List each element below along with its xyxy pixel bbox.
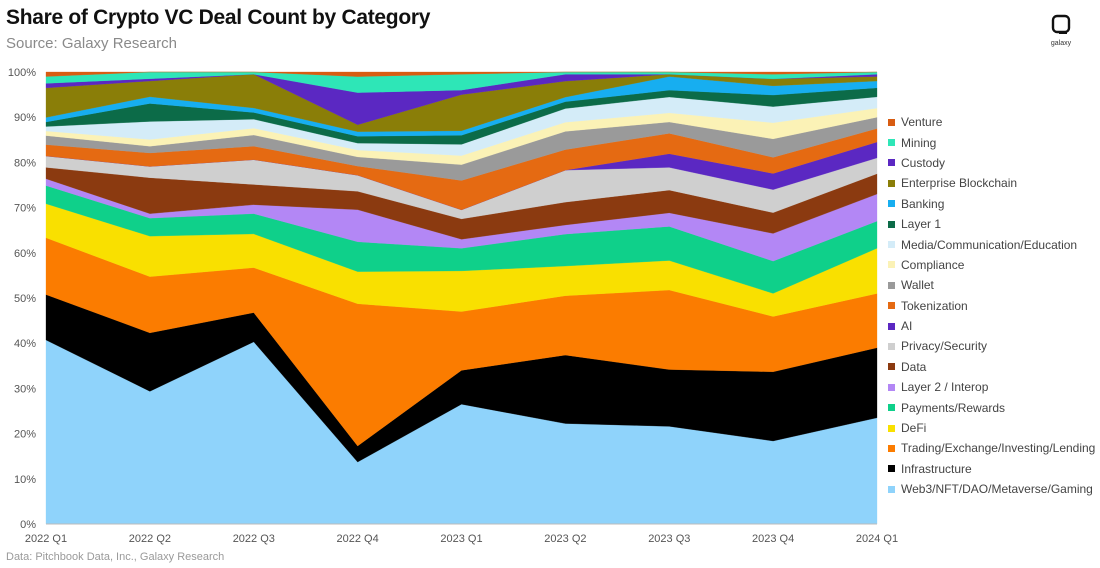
x-tick-label: 2023 Q4	[752, 533, 794, 545]
legend-swatch	[888, 383, 895, 391]
legend-label: Infrastructure	[901, 461, 972, 476]
y-tick-label: 0%	[20, 519, 36, 531]
legend-label: Privacy/Security	[901, 339, 988, 354]
y-tick-label: 20%	[14, 429, 36, 441]
legend-label: Layer 1	[901, 217, 942, 232]
legend-item-tokenization: Tokenization	[888, 296, 1095, 316]
legend-swatch	[888, 200, 895, 208]
legend-swatch	[888, 322, 895, 330]
legend-item-compliance: Compliance	[888, 255, 1095, 275]
legend-item-web3-nft-dao-metaverse-gaming: Web3/NFT/DAO/Metaverse/Gaming	[888, 479, 1095, 499]
legend-swatch	[888, 302, 895, 310]
legend-item-media-communication-education: Media/Communication/Education	[888, 234, 1095, 254]
y-tick-label: 30%	[14, 383, 36, 395]
legend-item-banking: Banking	[888, 194, 1095, 214]
legend-item-layer-2-interop: Layer 2 / Interop	[888, 377, 1095, 397]
legend-swatch	[888, 485, 895, 493]
axes: 0% 10% 20% 30% 40% 50% 60% 70% 80% 90% 100% 2022 Q1…	[8, 67, 898, 545]
legend-item-payments-rewards: Payments/Rewards	[888, 397, 1095, 417]
legend-label: Web3/NFT/DAO/Metaverse/Gaming	[901, 482, 1093, 497]
legend-swatch	[888, 363, 895, 371]
galaxy-logo: galaxy	[1046, 14, 1076, 47]
legend-item-data: Data	[888, 357, 1095, 377]
legend-label: Wallet	[901, 278, 934, 293]
y-tick-label: 70%	[14, 203, 36, 215]
legend-label: Media/Communication/Education	[901, 237, 1078, 252]
x-tick-label: 2022 Q1	[25, 533, 67, 545]
legend-item-infrastructure: Infrastructure	[888, 459, 1095, 479]
legend-label: Payments/Rewards	[901, 400, 1006, 415]
legend-label: AI	[901, 319, 913, 334]
y-tick-label: 60%	[14, 248, 36, 260]
x-tick-label: 2024 Q1	[856, 533, 898, 545]
y-tick-label: 100%	[8, 67, 36, 79]
legend-swatch	[888, 342, 895, 350]
legend-label: Layer 2 / Interop	[901, 380, 989, 395]
y-tick-label: 40%	[14, 338, 36, 350]
y-tick-label: 90%	[14, 112, 36, 124]
legend-item-privacy-security: Privacy/Security	[888, 336, 1095, 356]
chart-title: Share of Crypto VC Deal Count by Categor…	[6, 6, 431, 29]
legend-swatch	[888, 220, 895, 228]
y-tick-label: 10%	[14, 474, 36, 486]
legend-swatch	[888, 465, 895, 473]
legend-label: DeFi	[901, 421, 927, 436]
legend-swatch	[888, 241, 895, 249]
area-venture	[45, 71, 878, 77]
x-tick-label: 2023 Q3	[648, 533, 690, 545]
legend-label: Tokenization	[901, 298, 968, 313]
legend-item-enterprise-blockchain: Enterprise Blockchain	[888, 173, 1095, 193]
legend-label: Enterprise Blockchain	[901, 176, 1018, 191]
x-tick-label: 2023 Q2	[544, 533, 586, 545]
legend-item-wallet: Wallet	[888, 275, 1095, 295]
legend-item-ai: AI	[888, 316, 1095, 336]
x-tick-label: 2022 Q4	[336, 533, 378, 545]
data-source-note: Data: Pitchbook Data, Inc., Galaxy Resea…	[6, 551, 225, 563]
legend-swatch	[888, 179, 895, 187]
y-tick-label: 50%	[14, 293, 36, 305]
galaxy-logo-icon	[1051, 14, 1071, 34]
legend-label: Trading/Exchange/Investing/Lending	[901, 441, 1096, 456]
x-tick-label: 2022 Q2	[129, 533, 171, 545]
legend-swatch	[888, 281, 895, 289]
chart-subtitle: Source: Galaxy Research	[6, 35, 177, 52]
y-tick-label: 80%	[14, 157, 36, 169]
legend-swatch	[888, 118, 895, 126]
legend-item-layer-1: Layer 1	[888, 214, 1095, 234]
x-tick-label: 2022 Q3	[233, 533, 275, 545]
legend-item-defi: DeFi	[888, 418, 1095, 438]
legend-label: Venture	[901, 115, 943, 130]
area-layers	[45, 71, 878, 525]
legend-item-custody: Custody	[888, 153, 1095, 173]
legend-item-mining: Mining	[888, 132, 1095, 152]
legend-swatch	[888, 444, 895, 452]
legend-label: Banking	[901, 196, 945, 211]
legend: Venture Mining Custody Enterprise Blockchai…	[888, 112, 1095, 499]
legend-label: Compliance	[901, 257, 965, 272]
legend-item-venture: Venture	[888, 112, 1095, 132]
legend-label: Data	[901, 359, 927, 374]
legend-item-trading-exchange-investing-lending: Trading/Exchange/Investing/Lending	[888, 438, 1095, 458]
legend-label: Custody	[901, 155, 946, 170]
legend-swatch	[888, 139, 895, 147]
legend-label: Mining	[901, 135, 937, 150]
legend-swatch	[888, 159, 895, 167]
x-tick-label: 2023 Q1	[440, 533, 482, 545]
logo-text: galaxy	[1050, 40, 1072, 47]
legend-swatch	[888, 404, 895, 412]
legend-swatch	[888, 261, 895, 269]
legend-swatch	[888, 424, 895, 432]
